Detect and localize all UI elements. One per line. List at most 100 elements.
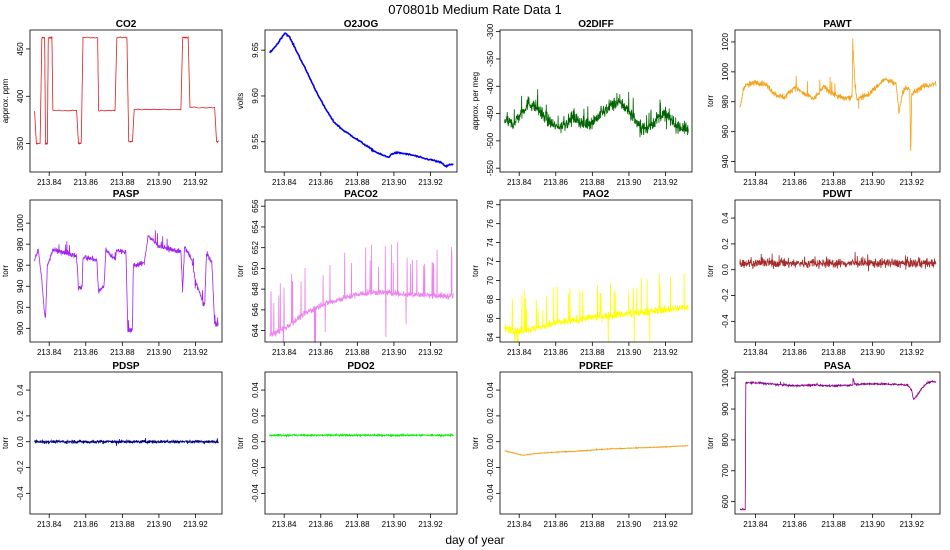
y-tick-label: 900 [721,402,730,416]
figure-title: 070801b Medium Rate Data 1 [388,2,561,17]
y-tick-label: 76 [486,219,495,228]
y-tick-label: 1000 [16,214,25,232]
series-line [268,32,454,169]
x-tick-label: 213.86 [74,520,99,529]
x-tick-label: 213.84 [743,520,768,529]
x-tick-label: 213.90 [382,178,407,187]
x-tick-label: 213.84 [743,348,768,357]
x-tick-label: 213.84 [37,348,62,357]
y-tick-label: 654 [251,220,260,234]
x-tick-label: 213.86 [309,520,334,529]
plot-frame [29,371,223,515]
y-axis-label: torr [706,95,715,107]
y-tick-label: 700 [721,464,730,478]
plot-frame [264,199,458,343]
panel-pao2: PAO2 torr 213.84 213.86 213.88 213.90 213.92 64… [471,189,693,357]
y-tick-label: 900 [16,321,25,335]
y-tick-label: 650 [251,261,260,275]
y-tick-label: -0.2 [16,460,25,474]
x-tick-label: 213.86 [544,520,569,529]
y-axis-label: torr [236,437,245,449]
x-tick-label: 213.84 [37,520,62,529]
plot-frame [264,371,458,515]
panel-pasa: PASA torr 213.84 213.86 213.88 213.90 213.92 60… [706,361,941,529]
plot-frame [29,29,223,173]
y-tick-label: -300 [486,23,495,40]
x-tick-label: 213.88 [580,178,605,187]
y-tick-label: 9.60 [251,88,260,104]
y-axis-label: approx. ppm [1,78,10,123]
y-tick-label: 980 [16,237,25,251]
y-tick-label: 960 [721,124,730,138]
y-tick-label: 0.04 [251,382,260,398]
panel-o2diff: O2DIFF approx. per meg 213.84 213.86 213.88 2… [471,19,693,187]
y-tick-label: 450 [16,42,25,56]
y-tick-label: 1020 [721,33,730,51]
y-tick-label: 652 [251,240,260,254]
y-tick-label: 644 [251,323,260,337]
x-tick-label: 213.86 [309,348,334,357]
y-tick-label: -0.04 [251,484,260,503]
y-tick-label: 68 [486,294,495,303]
y-tick-label: 656 [251,199,260,213]
x-tick-label: 213.88 [345,178,370,187]
y-tick-label: 0.2 [721,238,730,250]
panel-title: PDSP [112,361,140,372]
panel-pdsp: PDSP torr 213.84 213.86 213.88 213.90 213.92 -0… [1,361,223,529]
y-tick-label: 940 [16,279,25,293]
y-axis-label: torr [236,265,245,277]
x-tick-label: 213.92 [899,348,924,357]
series-line [269,432,454,438]
y-axis-label: volts [236,93,245,109]
y-tick-label: 0.04 [486,382,495,398]
y-tick-label: 78 [486,200,495,209]
x-tick-label: 213.86 [74,178,99,187]
y-tick-label: 66 [486,313,495,322]
x-tick-label: 213.88 [821,178,846,187]
x-tick-label: 213.88 [821,348,846,357]
x-tick-label: 213.88 [580,520,605,529]
x-tick-label: 213.90 [860,348,885,357]
x-tick-label: 213.88 [821,520,846,529]
y-tick-label: 0.0 [16,436,25,448]
y-tick-label: 800 [721,433,730,447]
y-tick-label: 960 [16,258,25,272]
y-tick-label: 0.00 [251,433,260,449]
x-tick-label: 213.88 [345,348,370,357]
x-tick-label: 213.90 [147,348,172,357]
series-line [34,437,219,446]
x-tick-label: 213.84 [272,178,297,187]
x-tick-label: 213.90 [617,520,642,529]
x-tick-label: 213.92 [183,178,208,187]
panel-pasp: PASP torr 213.84 213.86 213.88 213.90 213.92 90… [1,189,223,357]
y-tick-label: 72 [486,257,495,266]
panel-title: PDREF [579,361,613,372]
y-tick-label: 0.00 [486,433,495,449]
x-tick-label: 213.90 [617,178,642,187]
x-tick-label: 213.92 [653,348,678,357]
y-tick-label: 1000 [721,62,730,80]
x-tick-label: 213.90 [147,520,172,529]
series-line [504,273,689,342]
x-tick-label: 213.92 [418,348,443,357]
y-axis-label: torr [706,437,715,449]
panel-title: CO2 [116,19,137,30]
y-axis-label: torr [471,265,480,277]
series-line [269,242,454,342]
y-tick-label: -0.2 [721,288,730,302]
plot-frame [264,29,458,173]
y-tick-label: -0.04 [486,484,495,503]
x-tick-label: 213.84 [37,178,62,187]
panel-pawt: PAWT torr 213.84 213.86 213.88 213.90 213.92 94… [706,19,941,187]
x-tick-label: 213.84 [507,520,532,529]
y-tick-label: -500 [486,132,495,149]
y-tick-label: 74 [486,238,495,247]
x-tick-label: 213.86 [782,348,807,357]
series-line [34,35,219,145]
x-tick-label: 213.88 [110,348,135,357]
panel-o2jog: O2JOG volts 213.84 213.86 213.88 213.90 213.92… [236,19,458,187]
x-tick-label: 213.92 [183,520,208,529]
panel-title: PAWT [823,19,851,30]
x-tick-label: 213.88 [110,520,135,529]
